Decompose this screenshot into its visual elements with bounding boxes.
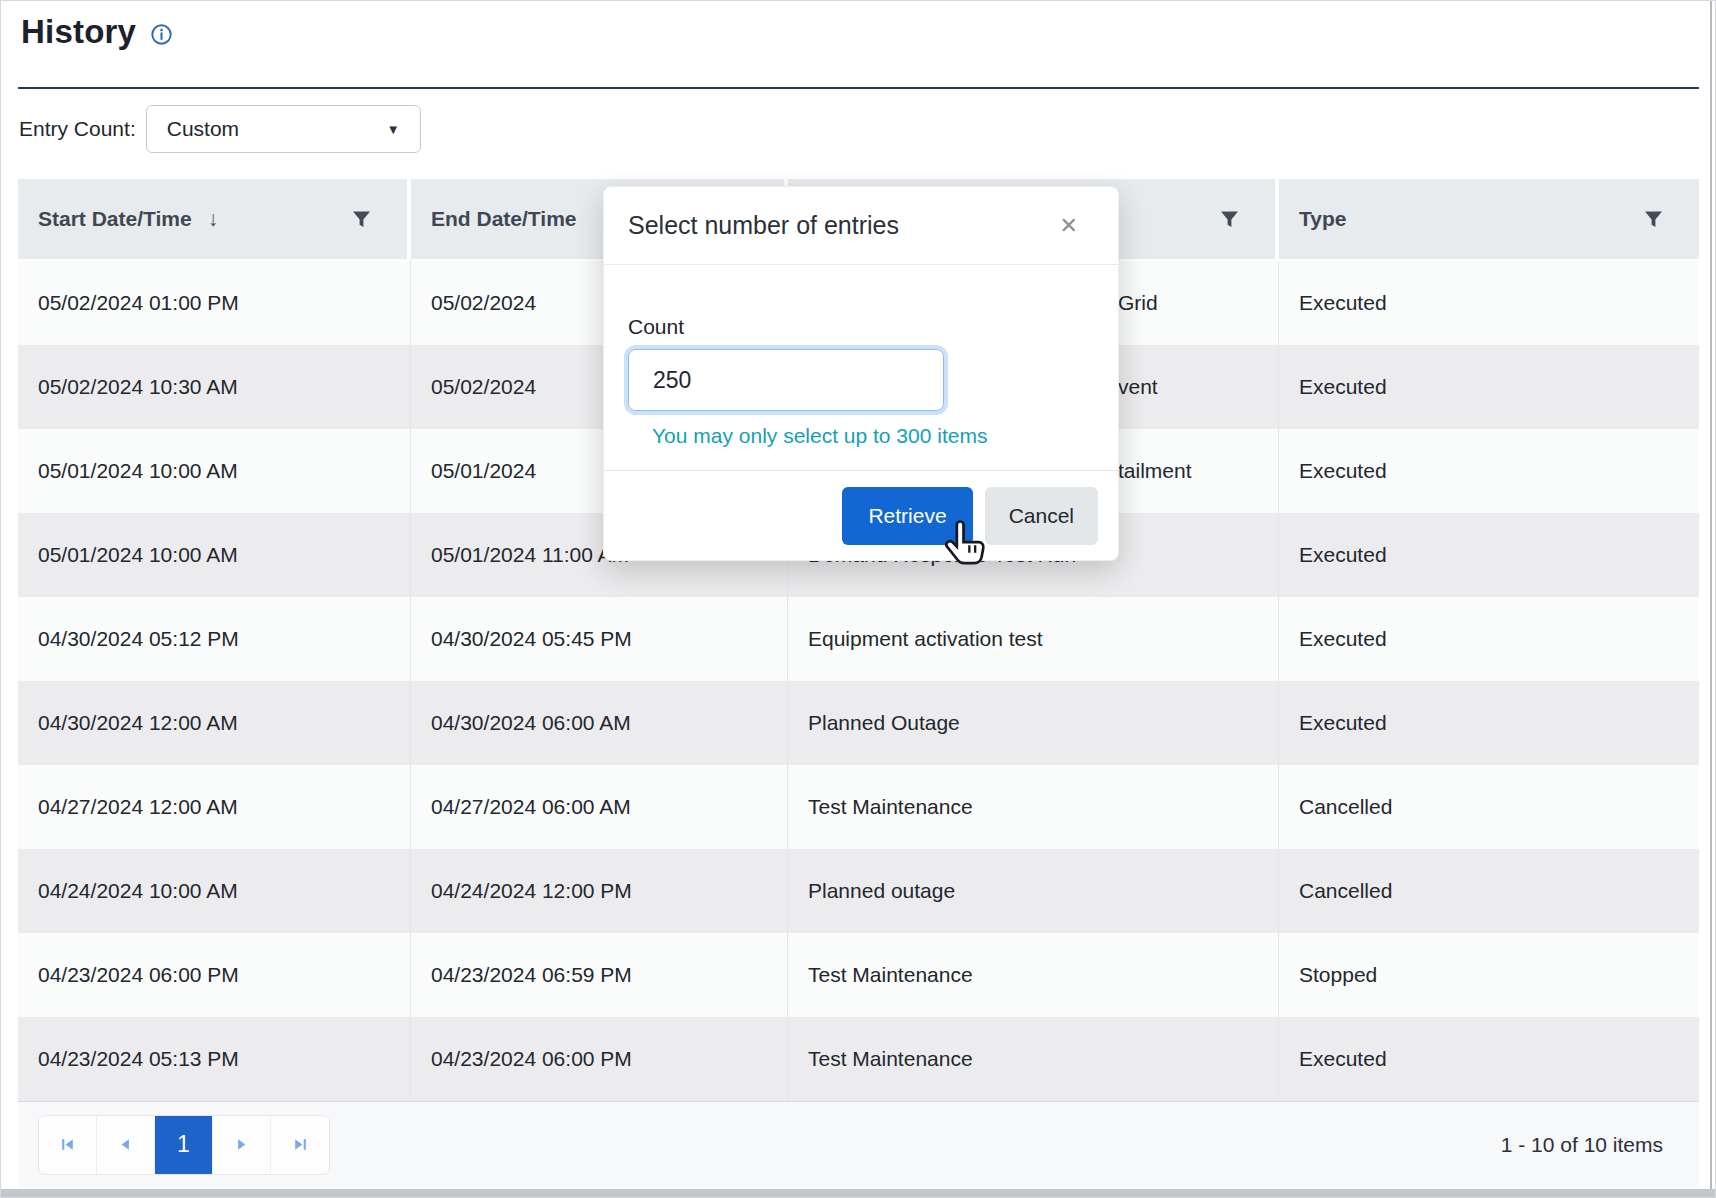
items-summary: 1 - 10 of 10 items — [1501, 1133, 1663, 1157]
cell-end: 04/23/2024 06:00 PM — [411, 1017, 788, 1101]
cell-type: Executed — [1279, 345, 1699, 429]
cell-type: Executed — [1279, 429, 1699, 513]
chevron-down-icon: ▼ — [387, 122, 400, 137]
table-row: 04/30/2024 05:12 PM 04/30/2024 05:45 PM … — [18, 597, 1699, 681]
filter-icon[interactable] — [352, 210, 371, 229]
count-input[interactable] — [629, 350, 944, 410]
history-page: History Entry Count: Custom ▼ Start Date… — [0, 0, 1716, 1198]
page-header: History — [21, 13, 173, 51]
first-page-icon — [59, 1136, 76, 1153]
cell-end: 04/30/2024 05:45 PM — [411, 597, 788, 681]
sort-ascending-icon: ↓ — [208, 207, 219, 231]
cancel-button[interactable]: Cancel — [985, 487, 1098, 545]
cell-start: 05/01/2024 10:00 AM — [18, 513, 411, 597]
cell-type: Stopped — [1279, 933, 1699, 1017]
last-page-button[interactable] — [271, 1116, 329, 1174]
cell-type: Executed — [1279, 513, 1699, 597]
cell-end: 04/23/2024 06:59 PM — [411, 933, 788, 1017]
cell-name: Planned outage — [788, 849, 1279, 933]
dialog-body: Count You may only select up to 300 item… — [604, 265, 1118, 448]
last-page-icon — [292, 1136, 309, 1153]
cell-start: 04/30/2024 12:00 AM — [18, 681, 411, 765]
select-entries-dialog: Select number of entries ✕ Count You may… — [603, 186, 1119, 561]
next-page-button[interactable] — [213, 1116, 271, 1174]
cell-name: Test Maintenance — [788, 1017, 1279, 1101]
table-row: 04/30/2024 12:00 AM 04/30/2024 06:00 AM … — [18, 681, 1699, 765]
column-label: Type — [1299, 207, 1346, 231]
pagination: 1 — [38, 1115, 330, 1175]
column-label: End Date/Time — [431, 207, 576, 231]
cell-start: 04/24/2024 10:00 AM — [18, 849, 411, 933]
table-row: 04/24/2024 10:00 AM 04/24/2024 12:00 PM … — [18, 849, 1699, 933]
close-icon[interactable]: ✕ — [1060, 215, 1078, 237]
info-icon[interactable] — [150, 23, 173, 46]
table-row: 04/23/2024 05:13 PM 04/23/2024 06:00 PM … — [18, 1017, 1699, 1101]
count-label: Count — [628, 315, 1094, 339]
cell-start: 04/30/2024 05:12 PM — [18, 597, 411, 681]
dialog-footer: Retrieve Cancel — [604, 470, 1118, 560]
page-title: History — [21, 13, 136, 51]
cell-start: 05/02/2024 01:00 PM — [18, 261, 411, 345]
table-row: 04/27/2024 12:00 AM 04/27/2024 06:00 AM … — [18, 765, 1699, 849]
entry-count-value: Custom — [167, 117, 239, 141]
table-row: 04/23/2024 06:00 PM 04/23/2024 06:59 PM … — [18, 933, 1699, 1017]
cell-type: Executed — [1279, 261, 1699, 345]
cursor-hand-icon — [943, 519, 989, 569]
column-header-type[interactable]: Type — [1279, 179, 1699, 259]
cell-name: Equipment activation test — [788, 597, 1279, 681]
cell-end: 04/24/2024 12:00 PM — [411, 849, 788, 933]
page-1-button[interactable]: 1 — [155, 1116, 213, 1174]
next-page-icon — [233, 1136, 250, 1153]
cell-type: Executed — [1279, 681, 1699, 765]
entry-count-select[interactable]: Custom ▼ — [146, 105, 421, 153]
previous-page-button[interactable] — [97, 1116, 155, 1174]
vertical-scrollbar[interactable] — [1710, 1, 1712, 1189]
title-divider — [18, 87, 1699, 89]
entry-count-label: Entry Count: — [19, 117, 136, 141]
cell-type: Cancelled — [1279, 765, 1699, 849]
cell-name: Planned Outage — [788, 681, 1279, 765]
previous-page-icon — [117, 1136, 134, 1153]
cell-start: 05/02/2024 10:30 AM — [18, 345, 411, 429]
column-header-start[interactable]: Start Date/Time ↓ — [18, 179, 411, 259]
table-footer: 1 1 - 10 of 10 items — [18, 1101, 1699, 1187]
max-items-hint: You may only select up to 300 items — [652, 424, 1094, 448]
dialog-title: Select number of entries — [628, 211, 899, 240]
cell-type: Cancelled — [1279, 849, 1699, 933]
cell-end: 04/30/2024 06:00 AM — [411, 681, 788, 765]
horizontal-scrollbar[interactable] — [1, 1189, 1716, 1198]
cell-type: Executed — [1279, 597, 1699, 681]
cell-end: 04/27/2024 06:00 AM — [411, 765, 788, 849]
first-page-button[interactable] — [39, 1116, 97, 1174]
column-label: Start Date/Time — [38, 207, 192, 231]
cell-type: Executed — [1279, 1017, 1699, 1101]
entry-count-row: Entry Count: Custom ▼ — [19, 105, 421, 153]
filter-icon[interactable] — [1644, 210, 1663, 229]
cell-start: 04/27/2024 12:00 AM — [18, 765, 411, 849]
count-stepper — [628, 349, 944, 411]
filter-icon[interactable] — [1220, 210, 1239, 229]
cell-start: 04/23/2024 05:13 PM — [18, 1017, 411, 1101]
cell-name: Test Maintenance — [788, 933, 1279, 1017]
dialog-header: Select number of entries ✕ — [604, 187, 1118, 265]
cell-start: 04/23/2024 06:00 PM — [18, 933, 411, 1017]
cell-name: Test Maintenance — [788, 765, 1279, 849]
cell-start: 05/01/2024 10:00 AM — [18, 429, 411, 513]
